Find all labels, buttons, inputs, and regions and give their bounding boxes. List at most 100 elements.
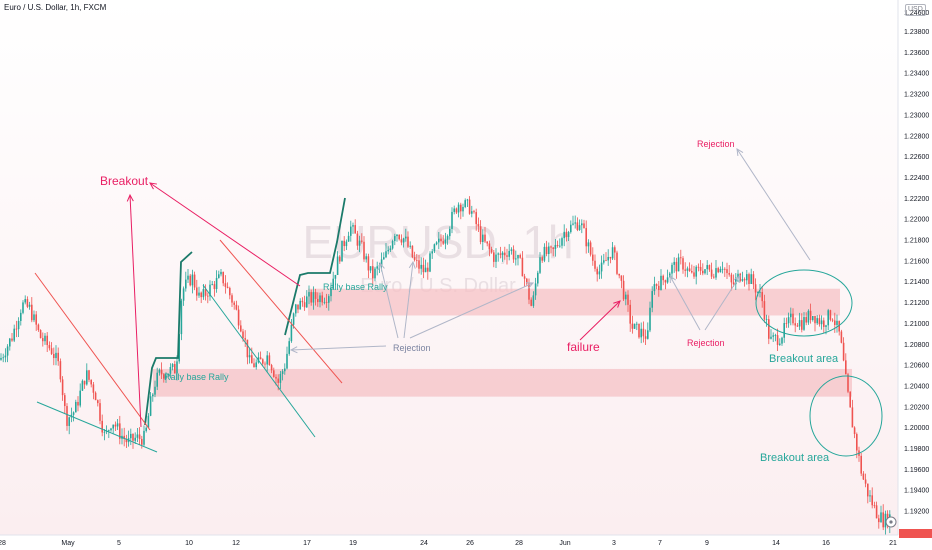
candle-body [50,348,53,354]
candle-body [578,225,581,230]
candle-body [781,337,783,344]
y-tick-label: 1.20400 [904,383,929,390]
candle-body [561,238,563,246]
candle-body [530,299,532,306]
label-rally-base-rally-upper: Rally base Rally [323,282,388,292]
candle-body [517,254,519,259]
y-tick-label: 1.23800 [904,29,929,36]
candle-body [644,336,647,339]
candle-body [376,266,378,269]
y-tick-label: 1.19200 [904,509,929,516]
candle-body [361,240,363,242]
candle-body [88,370,90,380]
candle-body [574,222,576,224]
x-tick-label: 17 [303,540,311,547]
candle-body [820,320,823,325]
candle-body [165,375,167,379]
candle-body [471,211,473,214]
candle-body [710,269,713,277]
candle-body [510,249,513,251]
candle-body [314,292,317,299]
candle-body [869,495,871,497]
candle-body [297,304,299,310]
candle-body [57,352,59,362]
candle-body [484,234,486,242]
candle-body [801,320,803,330]
candle-body [20,312,22,321]
candle-body [152,394,154,397]
candle-body [277,378,279,383]
candle-body [840,331,843,343]
candle-body [123,435,125,439]
candle-body [17,320,20,330]
y-tick-label: 1.22600 [904,154,929,161]
arrow-rejection-3 [409,282,534,339]
candle-body [686,268,689,271]
candle-body [541,257,543,261]
candle-body [545,246,548,255]
arrow-rejection-3-head [525,282,535,289]
candle-body [521,257,524,277]
candle-body [4,355,7,358]
candle-body [550,246,552,248]
trendline-support-mid [202,284,316,438]
candle-body [585,228,587,247]
candle-body [431,251,433,254]
candle-body [532,295,535,306]
candle-body [814,316,816,324]
candle-body [658,285,660,291]
candle-body [798,320,801,327]
candle-body [572,223,574,225]
currency-label[interactable]: USD [905,4,926,16]
candle-body [301,300,304,303]
candle-body [389,248,392,250]
candle-body [677,257,680,272]
candle-body [695,266,697,277]
y-tick-label: 1.23600 [904,50,929,57]
candle-body [420,264,422,269]
candle-body [394,236,396,242]
arrow-rejection-1-head [378,261,385,270]
x-tick-label: 21 [889,540,897,547]
y-tick-label: 1.19400 [904,488,929,495]
candle-body [367,256,370,271]
time-axis [0,535,932,550]
candle-body [24,299,26,303]
candle-body [622,280,625,300]
candle-body [680,257,682,259]
candle-body [607,256,609,261]
candle-body [675,261,678,272]
arrow-rejection-2 [403,261,414,339]
target-icon-dot [889,520,893,524]
y-tick-label: 1.20200 [904,404,929,411]
x-tick-label: 5 [117,540,121,547]
candle-body [196,287,198,296]
candle-body [449,228,451,237]
candle-body [347,235,350,242]
label-failure: failure [567,340,600,354]
candle-body [466,199,469,201]
candle-body [240,325,242,332]
candle-body [581,223,583,226]
candle-body [779,343,781,345]
candle-body [475,212,477,225]
candle-body [589,242,592,255]
x-tick-label: 28 [0,540,6,547]
candle-body [154,386,156,395]
candle-body [99,403,101,421]
candle-body [486,241,488,244]
candle-body [141,438,143,445]
candle-body [794,323,796,326]
candle-body [528,283,530,300]
arrow-breakout-diagonal [149,182,301,287]
candle-body [290,324,293,342]
candle-body [209,284,211,297]
candle-body [717,268,719,273]
candle-body [875,505,878,519]
candle-body [286,353,288,369]
candle-body [325,301,328,303]
y-tick-label: 1.21000 [904,321,929,328]
candle-body [440,238,442,242]
candle-body [438,238,440,243]
